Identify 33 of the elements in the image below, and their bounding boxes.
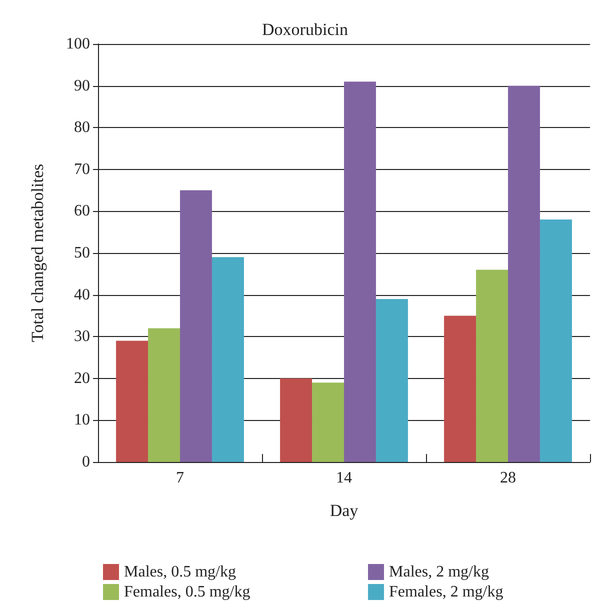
y-tick-label: 50 — [74, 244, 90, 262]
y-tick-label: 40 — [74, 286, 90, 304]
legend-label: Males, 0.5 mg/kg — [124, 564, 236, 580]
bar — [280, 378, 312, 462]
bar — [116, 340, 148, 462]
chart-title: Doxorubicin — [262, 20, 348, 39]
bar — [444, 316, 476, 462]
y-tick-label: 70 — [74, 160, 90, 178]
bar — [180, 190, 212, 462]
bar — [148, 328, 180, 462]
bar — [540, 220, 572, 462]
legend-label: Females, 2 mg/kg — [389, 584, 504, 600]
bar — [344, 82, 376, 462]
x-axis-title: Day — [330, 501, 359, 520]
y-tick-label: 0 — [82, 454, 90, 470]
y-tick-label: 60 — [74, 202, 90, 220]
bar — [212, 257, 244, 462]
x-tick-label: 7 — [176, 470, 184, 486]
y-tick-label: 90 — [74, 77, 90, 94]
bar — [508, 86, 540, 462]
legend-label: Males, 2 mg/kg — [389, 564, 489, 580]
bar — [476, 270, 508, 462]
y-tick-label: 80 — [74, 119, 90, 136]
y-axis-title: Total changed metabolites — [28, 164, 47, 342]
bar — [376, 298, 408, 462]
y-tick-label: 30 — [74, 328, 90, 346]
bar — [312, 382, 344, 462]
y-tick-label: 100 — [66, 36, 90, 52]
x-tick-label: 14 — [336, 470, 352, 486]
y-tick-label: 20 — [74, 370, 90, 387]
legend-label: Females, 0.5 mg/kg — [124, 584, 250, 600]
y-tick-label: 10 — [74, 412, 90, 429]
x-tick-label: 28 — [500, 470, 516, 486]
